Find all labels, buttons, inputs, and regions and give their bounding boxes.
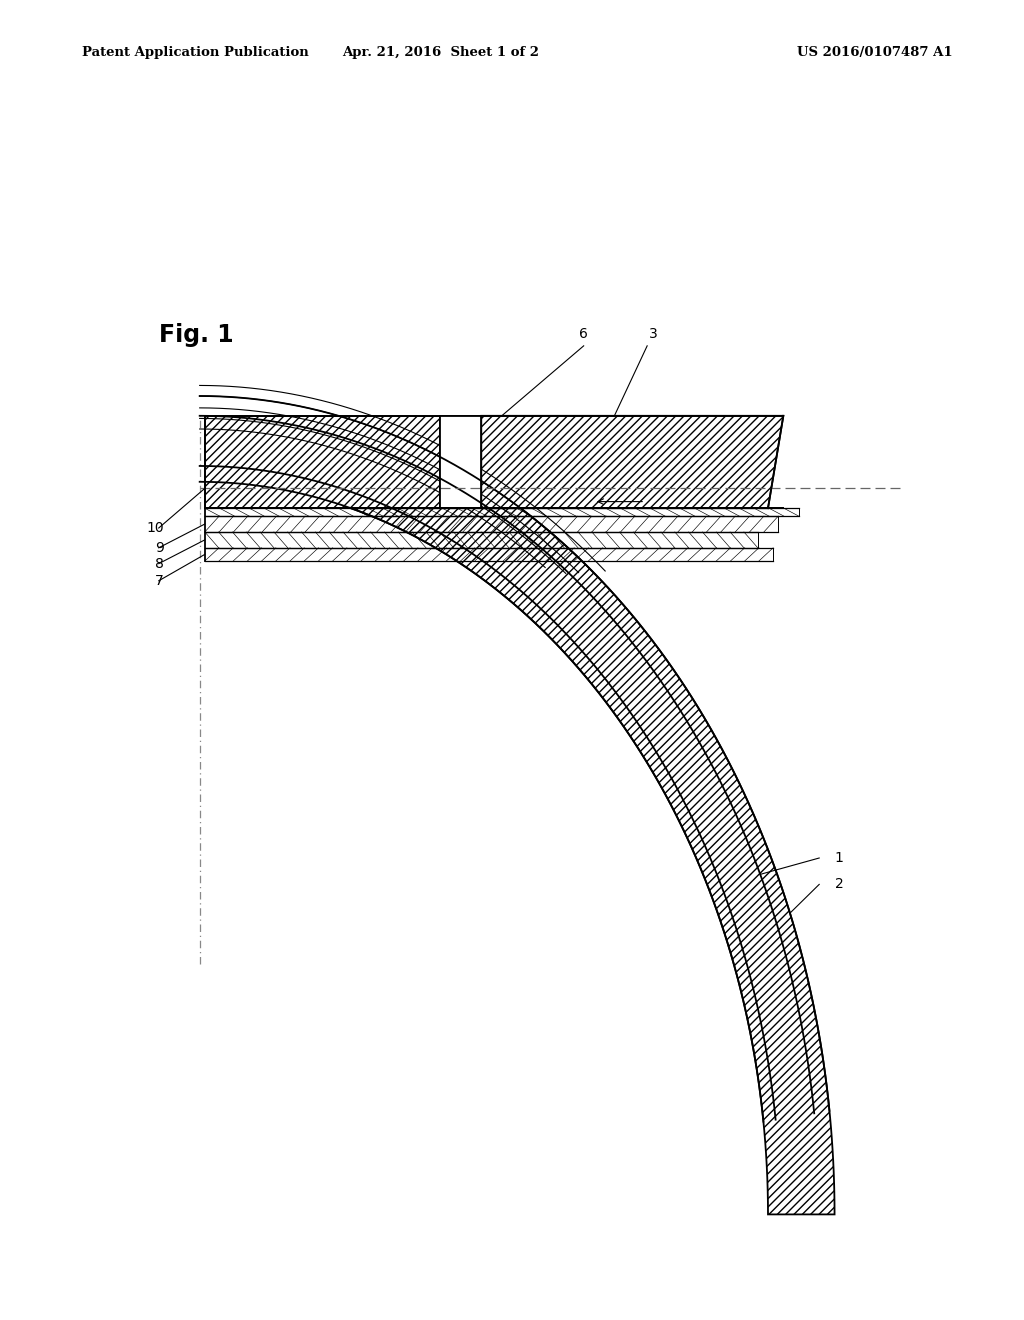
Text: 7: 7 xyxy=(155,574,164,587)
Text: Fig. 1: Fig. 1 xyxy=(159,323,233,347)
Text: Apr. 21, 2016  Sheet 1 of 2: Apr. 21, 2016 Sheet 1 of 2 xyxy=(342,46,539,59)
Polygon shape xyxy=(440,416,481,508)
Polygon shape xyxy=(351,508,835,1214)
Text: 10: 10 xyxy=(146,521,164,535)
Text: 6: 6 xyxy=(580,326,588,341)
Polygon shape xyxy=(440,416,481,508)
Text: US 2016/0107487 A1: US 2016/0107487 A1 xyxy=(797,46,952,59)
Text: 2: 2 xyxy=(835,878,844,891)
Text: 1: 1 xyxy=(835,851,844,865)
Polygon shape xyxy=(205,416,440,508)
Text: 9: 9 xyxy=(155,541,164,554)
Text: 8: 8 xyxy=(155,557,164,570)
Polygon shape xyxy=(481,416,783,508)
Text: 3: 3 xyxy=(649,326,657,341)
Text: Patent Application Publication: Patent Application Publication xyxy=(82,46,308,59)
